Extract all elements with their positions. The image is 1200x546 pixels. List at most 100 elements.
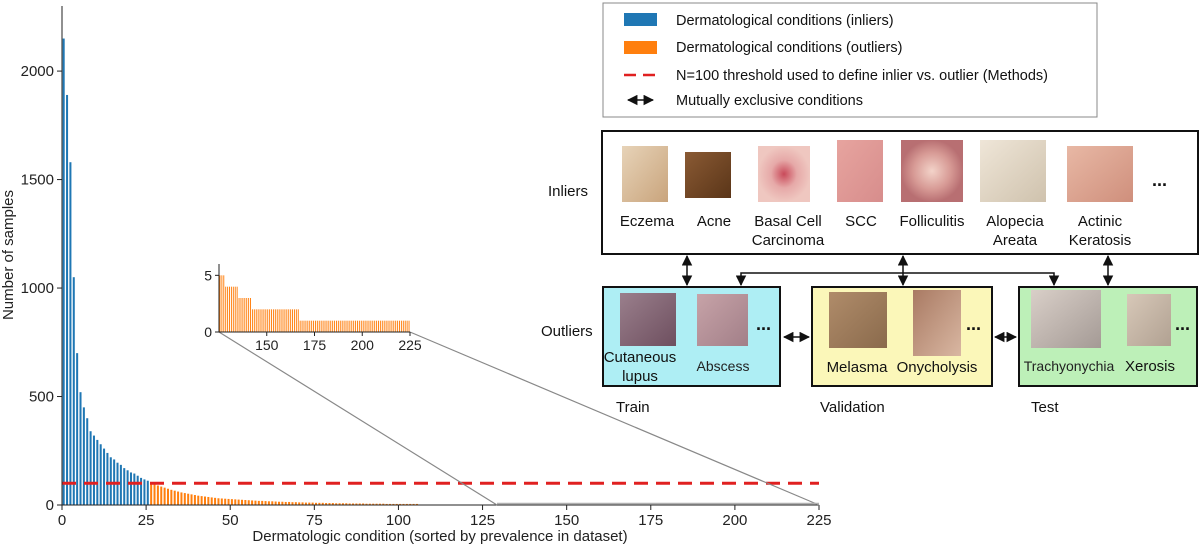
outlier-bar <box>338 503 341 505</box>
outlier-bar <box>375 503 378 505</box>
validation-label-melasma: Melasma <box>827 359 889 376</box>
y-tick-label: 500 <box>29 389 54 406</box>
outlier-bar <box>160 486 163 505</box>
inset-bar <box>328 320 330 332</box>
inlier-bar <box>129 472 132 505</box>
inset-bar <box>230 286 232 332</box>
outlier-bar <box>163 487 166 505</box>
inlier-label-scc: SCC <box>845 213 877 230</box>
inset-bar <box>290 309 292 332</box>
inset-bar <box>364 320 366 332</box>
outlier-bar <box>150 483 153 505</box>
inlier-label-alopecia-line2: Areata <box>993 232 1038 249</box>
x-tick-label: 75 <box>306 512 323 529</box>
inset-x-tick-label: 150 <box>255 337 279 353</box>
outlier-bar <box>187 493 190 505</box>
inset-chart: 05 150 175 200 225 <box>204 264 422 353</box>
inset-bar <box>391 320 393 332</box>
outlier-bar <box>173 490 176 505</box>
inlier-bar <box>89 431 92 505</box>
inset-bar <box>337 320 339 332</box>
inset-bar <box>303 320 305 332</box>
inset-bar <box>374 320 376 332</box>
inset-bar <box>282 309 284 332</box>
onycholysis-thumbnail <box>913 290 961 356</box>
outlier-bar <box>405 503 408 505</box>
inlier-bar <box>72 277 75 505</box>
legend-swatch-outliers <box>624 41 657 54</box>
inset-bar <box>404 320 406 332</box>
inlier-bar <box>86 418 89 505</box>
outlier-bar <box>399 503 402 505</box>
outlier-bar <box>153 484 156 505</box>
inset-bar <box>265 309 267 332</box>
inset-bar <box>309 320 311 332</box>
inset-bar <box>251 309 253 332</box>
outlier-bar <box>368 503 371 505</box>
outlier-bar <box>304 502 307 505</box>
inset-bar <box>381 320 383 332</box>
x-ticks: 0 25 50 75 100 125 150 175 200 225 <box>58 505 832 529</box>
inset-bar <box>255 309 257 332</box>
inlier-bar <box>96 439 99 505</box>
actinic-keratosis-thumbnail <box>1067 146 1133 202</box>
outlier-bar <box>156 485 159 505</box>
inset-bar <box>339 320 341 332</box>
inset-bar <box>223 275 225 332</box>
inset-bar <box>301 320 303 332</box>
inlier-label-acne: Acne <box>697 213 731 230</box>
inlier-bar <box>126 470 129 505</box>
outlier-bar <box>284 501 287 505</box>
outlier-bar <box>294 502 297 505</box>
inlier-bar <box>82 407 85 505</box>
legend-swatch-inliers <box>624 13 657 26</box>
legend-inliers: Dermatological conditions (inliers) <box>676 13 894 29</box>
outlier-bar <box>234 499 237 505</box>
inset-bar <box>295 309 297 332</box>
outlier-bar <box>301 502 304 505</box>
inset-bar <box>345 320 347 332</box>
inset-bar <box>305 320 307 332</box>
outlier-bar <box>331 503 334 505</box>
outlier-bar <box>271 501 274 505</box>
inlier-bar <box>119 464 122 505</box>
inset-bar <box>232 286 234 332</box>
x-tick-label: 150 <box>554 512 579 529</box>
inset-x-ticks: 150 175 200 225 <box>255 332 422 353</box>
inset-bar <box>389 320 391 332</box>
validation-ellipsis: ... <box>966 314 981 334</box>
outlier-bar <box>355 503 358 505</box>
legend: Dermatological conditions (inliers) Derm… <box>602 2 1098 118</box>
outlier-bar <box>214 497 217 505</box>
split-diagram: Inliers Outliers Eczema Acne Basal Cell … <box>541 130 1199 416</box>
inset-bar <box>269 309 271 332</box>
inlier-label-folliculitis: Folliculitis <box>899 213 964 230</box>
inset-bar <box>393 320 395 332</box>
inliers-row-label: Inliers <box>548 183 588 200</box>
inlier-label-eczema: Eczema <box>620 213 675 230</box>
x-tick-label: 50 <box>222 512 239 529</box>
inset-bar <box>314 320 316 332</box>
x-axis-label: Dermatologic condition (sorted by preval… <box>252 528 627 545</box>
inset-bar <box>316 320 318 332</box>
inset-bar <box>353 320 355 332</box>
y-tick-label: 2000 <box>21 63 54 80</box>
inset-bar <box>351 320 353 332</box>
inset-bar <box>358 320 360 332</box>
y-ticks: 0 500 1000 1500 2000 <box>21 63 62 514</box>
train-label-lupus-line1: Cutaneous <box>604 349 677 366</box>
test-ellipsis: ... <box>1175 314 1190 334</box>
inlier-bar <box>66 94 69 505</box>
inset-bar <box>387 320 389 332</box>
outlier-bar <box>345 503 348 505</box>
inset-bar <box>334 320 336 332</box>
outlier-bar <box>362 503 365 505</box>
test-label-xerosis: Xerosis <box>1125 358 1175 375</box>
outlier-bar <box>190 494 193 505</box>
inlier-bar <box>69 162 72 505</box>
inlier-bar <box>79 392 82 505</box>
inset-bar <box>320 320 322 332</box>
outlier-bar <box>325 503 328 505</box>
inlier-label-ak-line1: Actinic <box>1078 213 1123 230</box>
